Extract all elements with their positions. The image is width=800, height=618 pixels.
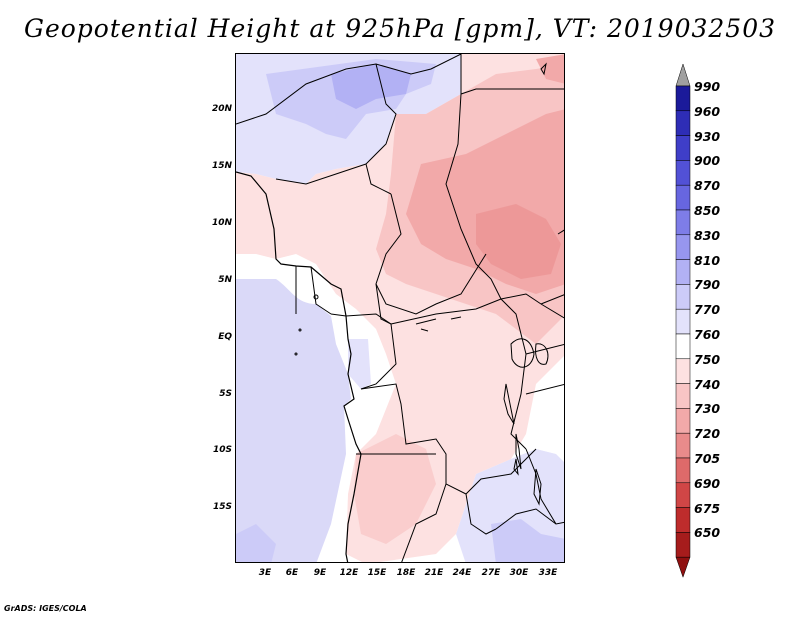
islands [294, 62, 547, 356]
colorbar-label: 740 [694, 376, 721, 392]
colorbar-label: 870 [694, 178, 721, 194]
colorbar-label: 790 [694, 277, 721, 293]
colorbar-overflow-arrow [675, 63, 691, 87]
x-tick-label: 6E [285, 568, 299, 578]
colorbar-swatch [675, 358, 691, 384]
colorbar [675, 63, 691, 578]
colorbar-swatch [675, 135, 691, 161]
colorbar-swatch [675, 507, 691, 533]
x-tick-label: 27E [481, 568, 501, 578]
colorbar-swatch [675, 160, 691, 186]
colorbar-swatch [675, 209, 691, 236]
x-tick-label: 9E [313, 568, 327, 578]
colorbar-underflow-arrow [675, 556, 691, 578]
colorbar-swatch [675, 184, 691, 211]
colorbar-label: 830 [694, 227, 721, 243]
colorbar-swatch [675, 284, 691, 310]
x-tick-label: 21E [424, 568, 444, 578]
map-title: Geopotential Height at 925hPa [gpm], VT:… [23, 14, 777, 43]
x-tick-label: 24E [452, 568, 472, 578]
colorbar-swatch [675, 308, 691, 335]
y-tick-label: 20N [211, 104, 232, 114]
colorbar-label: 760 [694, 327, 721, 342]
ocean-shading [236, 279, 351, 562]
north-highs-dark [331, 64, 411, 109]
colorbar-label: 750 [694, 351, 721, 367]
colorbar-label: 850 [694, 203, 721, 218]
map-panel [235, 53, 565, 563]
colorbar-swatch [675, 333, 691, 360]
y-tick-label: 5N [218, 275, 232, 285]
y-tick-label: 15N [211, 161, 232, 171]
x-tick-label: 15E [367, 568, 387, 578]
colorbar-label: 770 [694, 302, 721, 318]
y-tick-label: EQ [218, 332, 232, 342]
y-tick-label: 10N [211, 218, 232, 228]
colorbar-swatch [675, 110, 691, 136]
x-tick-label: 33E [538, 568, 558, 578]
y-tick-label: 10S [212, 445, 232, 455]
y-tick-label: 15S [212, 502, 232, 512]
colorbar-swatch [675, 259, 691, 285]
colorbar-label: 650 [694, 525, 721, 541]
x-tick-label: 3E [258, 568, 272, 578]
colorbar-label: 720 [694, 426, 721, 442]
colorbar-label: 990 [694, 79, 721, 94]
colorbar-swatch [675, 532, 691, 558]
coastline [236, 171, 362, 562]
colorbar-swatch [675, 85, 691, 112]
colorbar-swatch [675, 457, 691, 484]
colorbar-swatch [675, 482, 691, 508]
colorbar-swatch [675, 408, 691, 434]
lakes [415, 316, 549, 506]
colorbar-label: 810 [694, 252, 721, 268]
credit-text: GrADS: IGES/COLA [4, 604, 87, 613]
colorbar-label: 705 [694, 451, 721, 466]
southeast-highs-mid [491, 519, 564, 562]
colorbar-label: 730 [694, 401, 721, 417]
southwest-highs [236, 524, 276, 562]
x-tick-label: 30E [509, 568, 529, 578]
colorbar-label: 900 [694, 153, 721, 169]
colorbar-swatch [675, 234, 691, 260]
y-tick-label: 5S [219, 389, 232, 399]
colorbar-label: 930 [694, 128, 721, 144]
colorbar-swatch [675, 432, 691, 459]
x-tick-label: 18E [396, 568, 416, 578]
geopotential-map [236, 54, 564, 562]
x-tick-label: 12E [339, 568, 359, 578]
colorbar-label: 960 [694, 103, 721, 119]
colorbar-label: 675 [694, 500, 721, 516]
colorbar-label: 690 [694, 475, 721, 491]
low-pressure-core [476, 204, 561, 279]
colorbar-swatch [675, 383, 691, 409]
